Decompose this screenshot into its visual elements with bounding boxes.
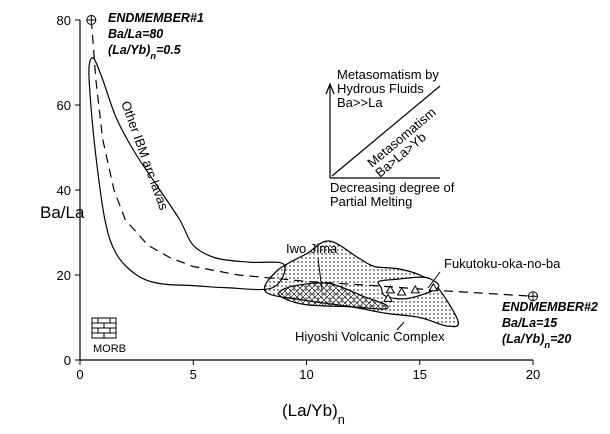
x-axis-label-part: n (338, 412, 345, 427)
endmember-cross (86, 15, 96, 25)
morb-icon (91, 317, 117, 339)
y-tick-label: 20 (57, 268, 71, 283)
endmember-label-part: n (544, 340, 550, 350)
endmember-label: (La/Yb)n=0.5 (108, 43, 182, 61)
triangle-point (385, 284, 396, 294)
x-tick-label: 15 (413, 367, 427, 382)
endmember-label-part: (La/Yb) (108, 43, 150, 57)
endmember-label-part: =20 (550, 332, 571, 346)
triangle-point (396, 286, 407, 296)
endmember-label: (La/Yb)n=20 (502, 332, 571, 350)
y-tick-label: 0 (64, 353, 71, 368)
leader-line (396, 321, 405, 331)
endmember-label-part: =0.5 (156, 43, 182, 57)
inset-text: Hydrous Fluids (337, 81, 424, 96)
field-label: Iwo Jima (286, 241, 338, 256)
endmember-label: Ba/La=15 (502, 316, 558, 330)
field-outline (278, 282, 389, 310)
x-axis-label: (La/Yb)n (282, 401, 345, 427)
y-tick-label: 60 (57, 98, 71, 113)
y-tick-label: 80 (57, 13, 71, 28)
field-label: Hiyoshi Volcanic Complex (295, 329, 445, 344)
field-label: Other IBM arc lavas (118, 99, 172, 213)
mixing-line (90, 19, 534, 297)
inset-text: Ba>>La (337, 95, 383, 110)
endmember-label-part: n (150, 51, 156, 61)
inset-text: Metasomatism by (337, 67, 439, 82)
endmember-cross (528, 291, 538, 301)
inset-text: Decreasing degree of (330, 180, 455, 195)
y-tick-label: 40 (57, 183, 71, 198)
inset-text: Partial Melting (330, 194, 412, 209)
field-outline (377, 276, 440, 300)
x-axis-label-part: (La/Yb) (282, 401, 338, 420)
endmember-label-part: (La/Yb) (502, 332, 544, 346)
triangle-point (428, 282, 439, 292)
endmember-label: ENDMEMBER#2 (502, 300, 598, 314)
field-label: Fukutoku-oka-no-ba (444, 256, 561, 271)
triangle-point (410, 284, 421, 294)
x-tick-label: 0 (76, 367, 83, 382)
endmember-label: ENDMEMBER#1 (108, 11, 204, 25)
x-tick-label: 5 (190, 367, 197, 382)
x-tick-label: 20 (526, 367, 540, 382)
triangle-point (383, 293, 393, 302)
morb-label: MORB (93, 343, 126, 355)
inset (325, 82, 441, 179)
leader-line (427, 271, 441, 289)
x-tick-label: 10 (299, 367, 313, 382)
endmember-label: Ba/La=80 (108, 27, 163, 41)
y-axis-label: Ba/La (40, 203, 85, 222)
field-outline (88, 57, 286, 291)
